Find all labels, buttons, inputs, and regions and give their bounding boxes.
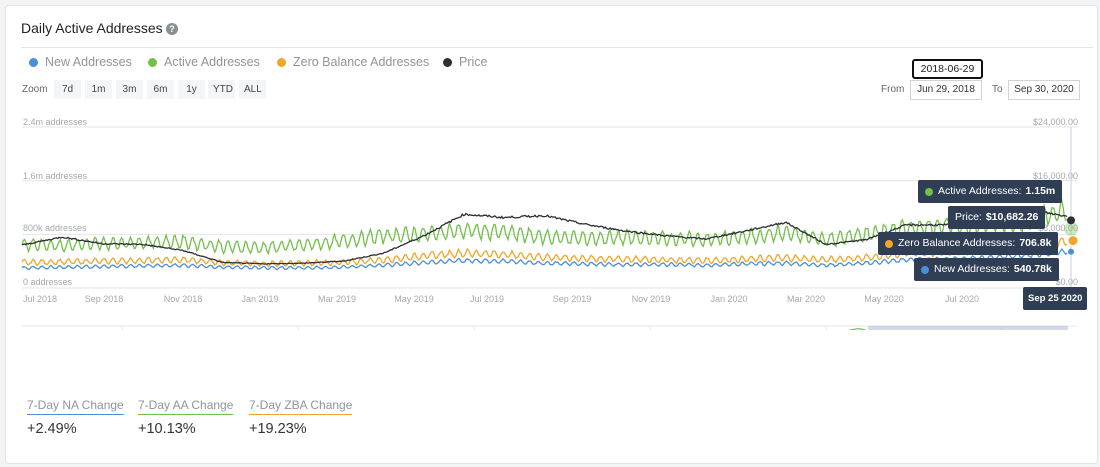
price-marker: [1067, 216, 1075, 225]
x-tick-label: Mar 2020: [787, 294, 825, 304]
zoom-button-7d[interactable]: 7d: [54, 80, 81, 99]
legend-item-active-addresses[interactable]: Active Addresses: [148, 55, 260, 69]
divider: [21, 47, 1093, 48]
zoom-label: Zoom: [22, 84, 48, 95]
active-addresses-marker: [1064, 221, 1078, 236]
tooltip-value: $10,682.26: [985, 211, 1039, 223]
tooltip-label: Price:: [955, 211, 982, 223]
stat-value: +10.13%: [138, 421, 196, 437]
legend-label: Active Addresses: [164, 55, 260, 69]
from-label: From: [881, 84, 905, 95]
zero-balance-marker: [1067, 235, 1079, 247]
series-new-addresses: [21, 248, 1068, 271]
stat-label: 7-Day ZBA Change: [249, 398, 353, 415]
x-tick-label: Nov 2018: [164, 294, 203, 304]
from-date-input[interactable]: Jun 29, 2018: [910, 80, 982, 100]
to-label: To: [992, 84, 1003, 95]
stat-label: 7-Day AA Change: [138, 398, 234, 415]
zoom-button-6m[interactable]: 6m: [147, 80, 174, 99]
legend-item-price[interactable]: Price: [443, 55, 487, 69]
x-tick-label: Jan 2020: [710, 294, 747, 304]
x-tick-label: Nov 2019: [632, 294, 671, 304]
x-tick-label: Jul 2020: [945, 294, 979, 304]
navigator-selection: [868, 326, 1068, 330]
to-date-input[interactable]: Sep 30, 2020: [1008, 80, 1080, 100]
series-active-addresses: [21, 199, 1068, 256]
stat-na-change: 7-Day NA Change +2.49%: [27, 398, 124, 437]
y-left-tick-label: 1.6m addresses: [23, 171, 88, 181]
x-tick-label: Sep 2018: [85, 294, 124, 304]
x-tick-label: Jan 2019: [241, 294, 278, 304]
legend-dot-icon: [443, 57, 452, 67]
page-title: Daily Active Addresses: [21, 20, 163, 36]
legend-label: Price: [459, 55, 488, 69]
tooltip-value: 540.78k: [1013, 263, 1052, 275]
legend-item-zero-balance-addresses[interactable]: Zero Balance Addresses: [277, 55, 429, 69]
tooltip-value: 1.15m: [1025, 185, 1056, 197]
stat-value: +2.49%: [27, 421, 77, 437]
y-left-tick-label: 2.4m addresses: [23, 117, 88, 127]
new-address-dot-icon: [921, 265, 929, 274]
zero-balance-dot-icon: [885, 239, 893, 248]
legend-item-new-addresses[interactable]: New Addresses: [29, 55, 132, 69]
x-tick-label: Mar 2019: [318, 294, 356, 304]
date-picker-popup[interactable]: 2018-06-29: [912, 59, 983, 79]
active-dot-icon: [925, 187, 933, 196]
zoom-button-1m[interactable]: 1m: [85, 80, 112, 99]
y-left-tick-label: 800k addresses: [23, 223, 87, 233]
y-right-tick-label: $16,000.00: [1033, 171, 1078, 181]
question-circle-icon[interactable]: ?: [166, 23, 178, 35]
legend-dot-icon: [277, 57, 286, 67]
stat-zba-change: 7-Day ZBA Change +19.23%: [249, 398, 353, 437]
stat-aa-change: 7-Day AA Change +10.13%: [138, 398, 234, 437]
zoom-button-all[interactable]: ALL: [239, 80, 266, 99]
y-left-tick-label: 0 addresses: [23, 277, 73, 287]
x-tick-label: Sep 2019: [553, 294, 592, 304]
main-chart[interactable]: 2.4m addresses 1.6m addresses 800k addre…: [0, 0, 1100, 330]
tooltip-label: Zero Balance Addresses:: [898, 237, 1016, 249]
y-right-tick-label: $24,000.00: [1033, 117, 1078, 127]
stat-value: +19.23%: [249, 421, 307, 437]
tooltip-date: Sep 25 2020: [1023, 287, 1088, 310]
tooltip-price: Price: $10,682.26: [948, 206, 1046, 229]
tooltip-active-addresses: Active Addresses: 1.15m: [918, 180, 1063, 203]
legend-dot-icon: [148, 57, 157, 67]
new-addresses-marker: [1068, 248, 1074, 255]
legend-dot-icon: [29, 57, 38, 67]
tooltip-label: Active Addresses:: [938, 185, 1022, 197]
legend-label: Zero Balance Addresses: [293, 55, 430, 69]
zoom-button-1y[interactable]: 1y: [178, 80, 205, 99]
stat-label: 7-Day NA Change: [27, 398, 124, 415]
zoom-button-3m[interactable]: 3m: [116, 80, 143, 99]
zoom-button-ytd[interactable]: YTD: [208, 80, 235, 99]
x-tick-label: Jul 2018: [23, 294, 57, 304]
x-tick-label: May 2019: [394, 294, 434, 304]
x-tick-label: May 2020: [864, 294, 904, 304]
tooltip-value: 706.8k: [1019, 237, 1052, 249]
tooltip-label: New Addresses:: [934, 263, 1010, 275]
tooltip-new-addresses: New Addresses: 540.78k: [914, 258, 1059, 281]
tooltip-zero-balance-addresses: Zero Balance Addresses: 706.8k: [878, 232, 1059, 255]
legend-label: New Addresses: [45, 55, 132, 69]
y-right-tick-label: $0.00: [1055, 277, 1078, 287]
y-right-tick-label: $8,000.00: [1038, 223, 1078, 233]
x-tick-label: Jul 2019: [470, 294, 504, 304]
series-price: [21, 209, 1068, 265]
